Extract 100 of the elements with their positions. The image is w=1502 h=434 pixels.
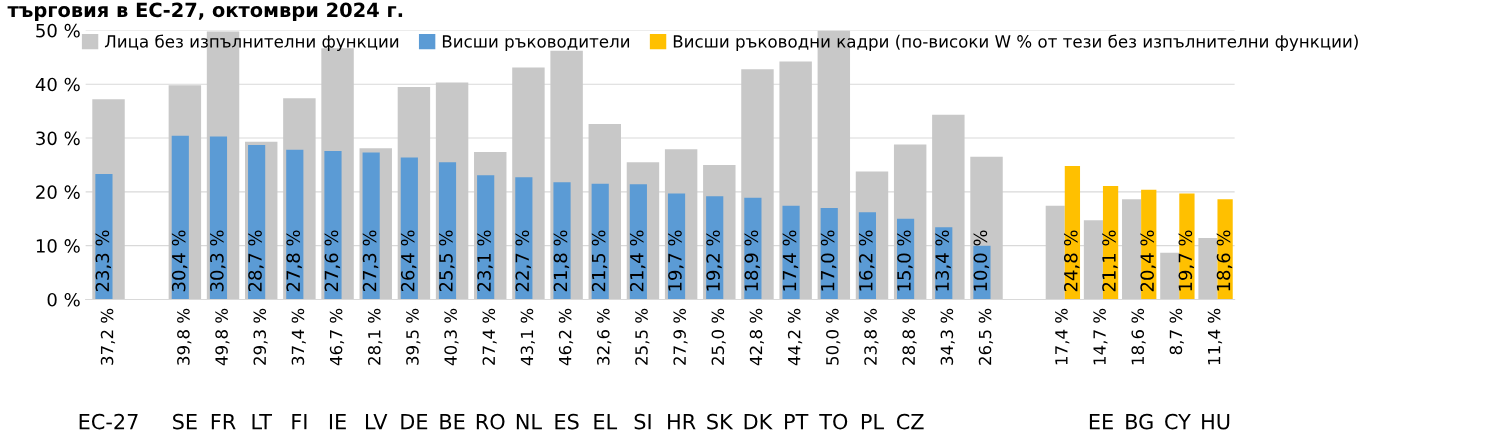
data-label: 37,2 % (100, 308, 116, 365)
data-label: 50,0 % (826, 308, 841, 365)
data-label: 26,4 % (400, 230, 417, 292)
y-tick-label: 50 % (36, 23, 80, 38)
data-label: 25,5 % (439, 230, 455, 292)
bar (1179, 193, 1195, 300)
data-label: 29,3 % (253, 308, 268, 365)
data-label: 11,4 % (1207, 308, 1223, 365)
x-tick-label: CZ (896, 413, 924, 430)
chart-title: търговия в ЕС-27, октомври 2024 г. (7, 2, 403, 21)
y-tick-label: 0 % (47, 292, 80, 307)
data-label: 13,4 % (935, 230, 951, 291)
data-label: 17,0 % (820, 230, 837, 291)
data-label: 27,9 % (673, 308, 688, 365)
x-tick-label: HU (1202, 413, 1230, 430)
data-label: 18,6 % (1131, 308, 1146, 365)
x-tick-label: EL (594, 413, 618, 430)
data-label: 17,4 % (1055, 308, 1070, 365)
data-label: 44,2 % (787, 308, 803, 366)
x-tick-label: ES (555, 413, 579, 430)
bar (1217, 199, 1233, 300)
bar (171, 135, 189, 300)
x-tick-label: FI (292, 413, 307, 430)
data-label: 21,5 % (591, 230, 608, 292)
x-tick-label: HR (668, 413, 696, 430)
x-tick-label: PL (861, 413, 884, 430)
bar (248, 145, 266, 300)
data-label: 19,7 % (668, 230, 684, 291)
data-label: 28,7 % (248, 230, 264, 292)
x-tick-label: DE (401, 413, 428, 430)
data-label: 39,5 % (406, 308, 421, 365)
bar (782, 205, 800, 300)
y-tick-label: 30 % (36, 131, 80, 146)
x-tick-label: NL (516, 413, 542, 430)
data-label: 8,7 % (1169, 308, 1184, 355)
data-label: 16,2 % (858, 230, 875, 291)
data-label: 15,0 % (897, 230, 913, 291)
bar (400, 157, 418, 300)
data-label: 34,3 % (940, 308, 955, 365)
legend-label: Висши ръководители (442, 35, 630, 51)
data-label: 26,5 % (978, 308, 994, 365)
x-tick-label: TO (819, 413, 848, 430)
x-tick-label: BG (1126, 413, 1153, 430)
data-label: 39,8 % (177, 308, 192, 365)
bar (209, 136, 228, 300)
data-label: 17,4 % (782, 230, 799, 291)
x-tick-label: LV (365, 413, 388, 430)
bar (553, 182, 571, 300)
data-label: 25,5 % (635, 308, 650, 365)
data-label: 24,8 % (1063, 230, 1080, 292)
y-tick-label: 40 % (35, 77, 80, 92)
data-label: 46,7 % (329, 308, 345, 366)
legend-label: Лица без изпълнителни функции (104, 34, 399, 51)
y-tick-label: 10 % (36, 239, 80, 253)
bar (95, 174, 113, 300)
x-tick-label: SK (707, 413, 734, 430)
data-label: 25,0 % (711, 308, 726, 365)
x-tick-label: SI (634, 413, 651, 430)
bar (515, 177, 533, 300)
x-tick-label: IE (329, 413, 346, 430)
data-label: 28,1 % (367, 308, 383, 365)
data-label: 49,8 % (215, 308, 230, 366)
data-label: 19,7 % (1178, 230, 1195, 291)
data-label: 14,7 % (1093, 308, 1108, 365)
bar (438, 162, 457, 300)
data-label: 20,4 % (1140, 230, 1156, 292)
data-label: 30,3 % (210, 230, 226, 292)
data-label: 18,9 % (744, 230, 760, 291)
data-label: 10,0 % (973, 230, 990, 291)
data-label: 27,6 % (324, 230, 341, 292)
data-label: 42,8 % (749, 308, 765, 366)
y-tick-label: 20 % (36, 185, 80, 199)
data-label: 23,1 % (477, 230, 493, 292)
x-tick-label: CY (1165, 413, 1191, 430)
x-tick-label: BE (440, 413, 465, 430)
data-label: 28,8 % (902, 308, 917, 365)
data-label: 40,3 % (444, 308, 459, 366)
x-tick-label: RO (476, 413, 505, 430)
x-tick-label: PT (785, 413, 809, 430)
data-label: 27,4 % (482, 308, 497, 365)
data-label: 46,2 % (558, 308, 574, 366)
data-label: 27,3 % (362, 230, 379, 292)
x-tick-label: DK (744, 413, 773, 430)
data-label: 30,4 % (171, 230, 188, 292)
data-label: 23,8 % (864, 308, 879, 365)
bar (362, 152, 380, 300)
x-tick-label: FR (211, 413, 236, 430)
bar (286, 149, 304, 300)
data-label: 37,4 % (291, 308, 306, 365)
x-tick-label: SE (173, 413, 197, 430)
data-label: 21,1 % (1102, 230, 1118, 292)
data-label: 18,6 % (1216, 230, 1233, 291)
data-label: 23,3 % (95, 230, 112, 292)
data-label: 19,2 % (706, 230, 722, 291)
legend-label: Висши ръководни кадри (по-високи W % от тези без изпълнителни функции) (673, 34, 1358, 51)
data-label: 27,8 % (286, 230, 302, 292)
data-label: 22,7 % (515, 230, 531, 292)
x-tick-label: LT (252, 413, 273, 430)
bar (324, 150, 342, 300)
data-label: 32,6 % (597, 308, 612, 365)
